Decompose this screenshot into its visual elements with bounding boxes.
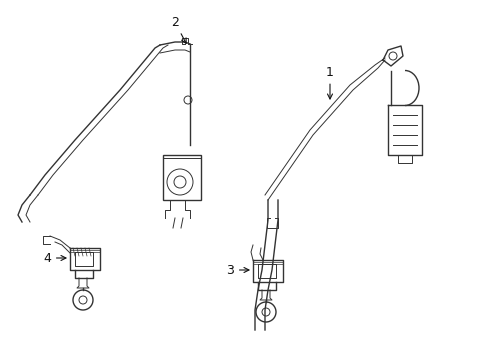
Circle shape <box>73 290 93 310</box>
FancyBboxPatch shape <box>163 155 201 200</box>
Circle shape <box>174 176 185 188</box>
Circle shape <box>183 96 192 104</box>
Text: 3: 3 <box>225 264 248 276</box>
Text: 1: 1 <box>325 66 333 99</box>
Circle shape <box>388 52 396 60</box>
Circle shape <box>256 302 275 322</box>
Circle shape <box>79 296 87 304</box>
Circle shape <box>262 308 269 316</box>
Text: 2: 2 <box>171 15 186 44</box>
Text: 4: 4 <box>43 252 66 265</box>
Circle shape <box>167 169 193 195</box>
